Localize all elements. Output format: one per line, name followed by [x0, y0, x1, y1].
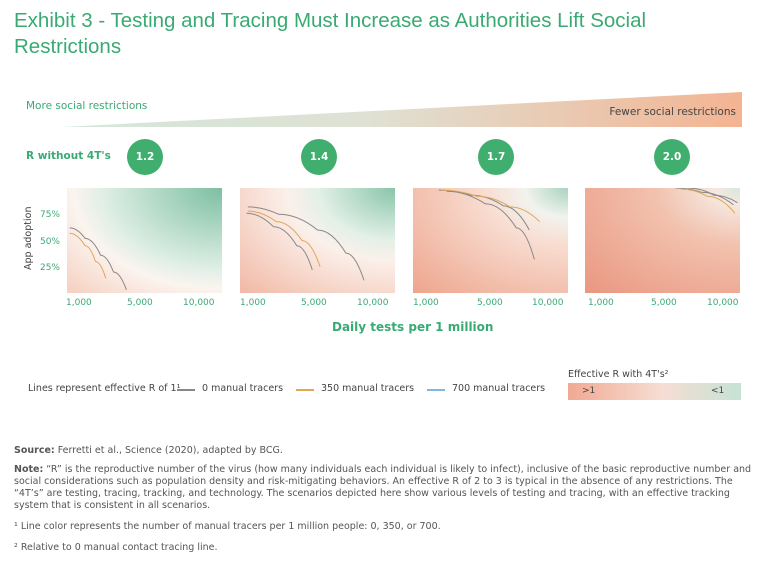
legend-item-0: 0 manual tracers: [202, 383, 284, 394]
r1-curve-panel2-2: [247, 210, 321, 267]
source-line: Source: Ferretti et al., Science (2020),…: [14, 445, 754, 457]
color-scale-low-label: <1: [711, 386, 725, 396]
fewer-restrictions-label: Fewer social restrictions: [609, 106, 736, 118]
r-badge-1: 1.2: [127, 139, 163, 175]
r1-curve-panel4-1: [675, 188, 734, 206]
y-tick-label: 75%: [39, 210, 60, 220]
r1-curve-panel2-3: [246, 212, 313, 271]
r1-curve-panel3-3: [446, 190, 535, 260]
x-tick-label: 10,000: [183, 298, 215, 308]
exhibit-title: Exhibit 3 - Testing and Tracing Must Inc…: [14, 9, 647, 58]
r1-curve-panel3-2: [441, 189, 540, 222]
x-tick-label: 5,000: [127, 298, 153, 308]
x-tick-label: 10,000: [532, 298, 564, 308]
r1-curve-panel2-1: [247, 206, 365, 281]
x-tick-label: 5,000: [477, 298, 503, 308]
source-text: Ferretti et al., Science (2020), adapted…: [57, 445, 283, 456]
x-axis-label: Daily tests per 1 million: [332, 320, 494, 334]
legend-line-350: [296, 389, 314, 391]
x-tick-label: 10,000: [357, 298, 389, 308]
r-badge-3: 1.7: [478, 139, 514, 175]
color-scale-high-label: >1: [582, 386, 596, 396]
legend-item-350: 350 manual tracers: [321, 383, 415, 394]
heatmap-panel-4: [585, 188, 740, 293]
r1-curve-panel4-3: [688, 188, 738, 204]
y-tick-label: 50%: [39, 237, 60, 247]
r1-curve-panel1-2: [69, 232, 107, 279]
more-restrictions-label: More social restrictions: [26, 100, 148, 112]
r-badge-4: 2.0: [654, 139, 690, 175]
footnote-2: ² Relative to 0 manual contact tracing l…: [14, 542, 218, 553]
heatmap-panel-3: [413, 188, 568, 293]
note-paragraph: Note: “R” is the reproductive number of …: [14, 464, 754, 512]
color-scale-title: Effective R with 4T's²: [568, 369, 669, 380]
legend-line-0: [177, 389, 195, 391]
y-tick-label: 25%: [39, 263, 60, 273]
x-tick-label: 1,000: [240, 298, 266, 308]
heatmap-panel-2: [240, 188, 395, 293]
legend-item-700: 700 manual tracers: [452, 383, 546, 394]
x-tick-label: 5,000: [301, 298, 327, 308]
legend-intro: Lines represent effective R of 1¹: [28, 383, 181, 394]
x-tick-label: 1,000: [66, 298, 92, 308]
legend-line-700: [427, 389, 445, 391]
y-axis-label: App adoption: [23, 206, 34, 270]
x-tick-label: 1,000: [413, 298, 439, 308]
r1-curve-panel4-2: [680, 188, 736, 214]
r1-curve-panel1-1: [69, 227, 127, 290]
r-badge-2: 1.4: [301, 139, 337, 175]
footnote-1: ¹ Line color represents the number of ma…: [14, 521, 441, 532]
r-without-4ts-label: R without 4T's: [26, 150, 111, 162]
color-scale-bar: [568, 383, 741, 400]
x-tick-label: 5,000: [651, 298, 677, 308]
x-tick-label: 10,000: [707, 298, 739, 308]
note-text: “R” is the reproductive number of the vi…: [14, 464, 752, 511]
heatmap-panel-1: [67, 188, 222, 293]
x-tick-label: 1,000: [588, 298, 614, 308]
note-label: Note:: [14, 464, 44, 475]
source-label: Source:: [14, 445, 55, 456]
restrictions-wedge: [62, 92, 742, 127]
